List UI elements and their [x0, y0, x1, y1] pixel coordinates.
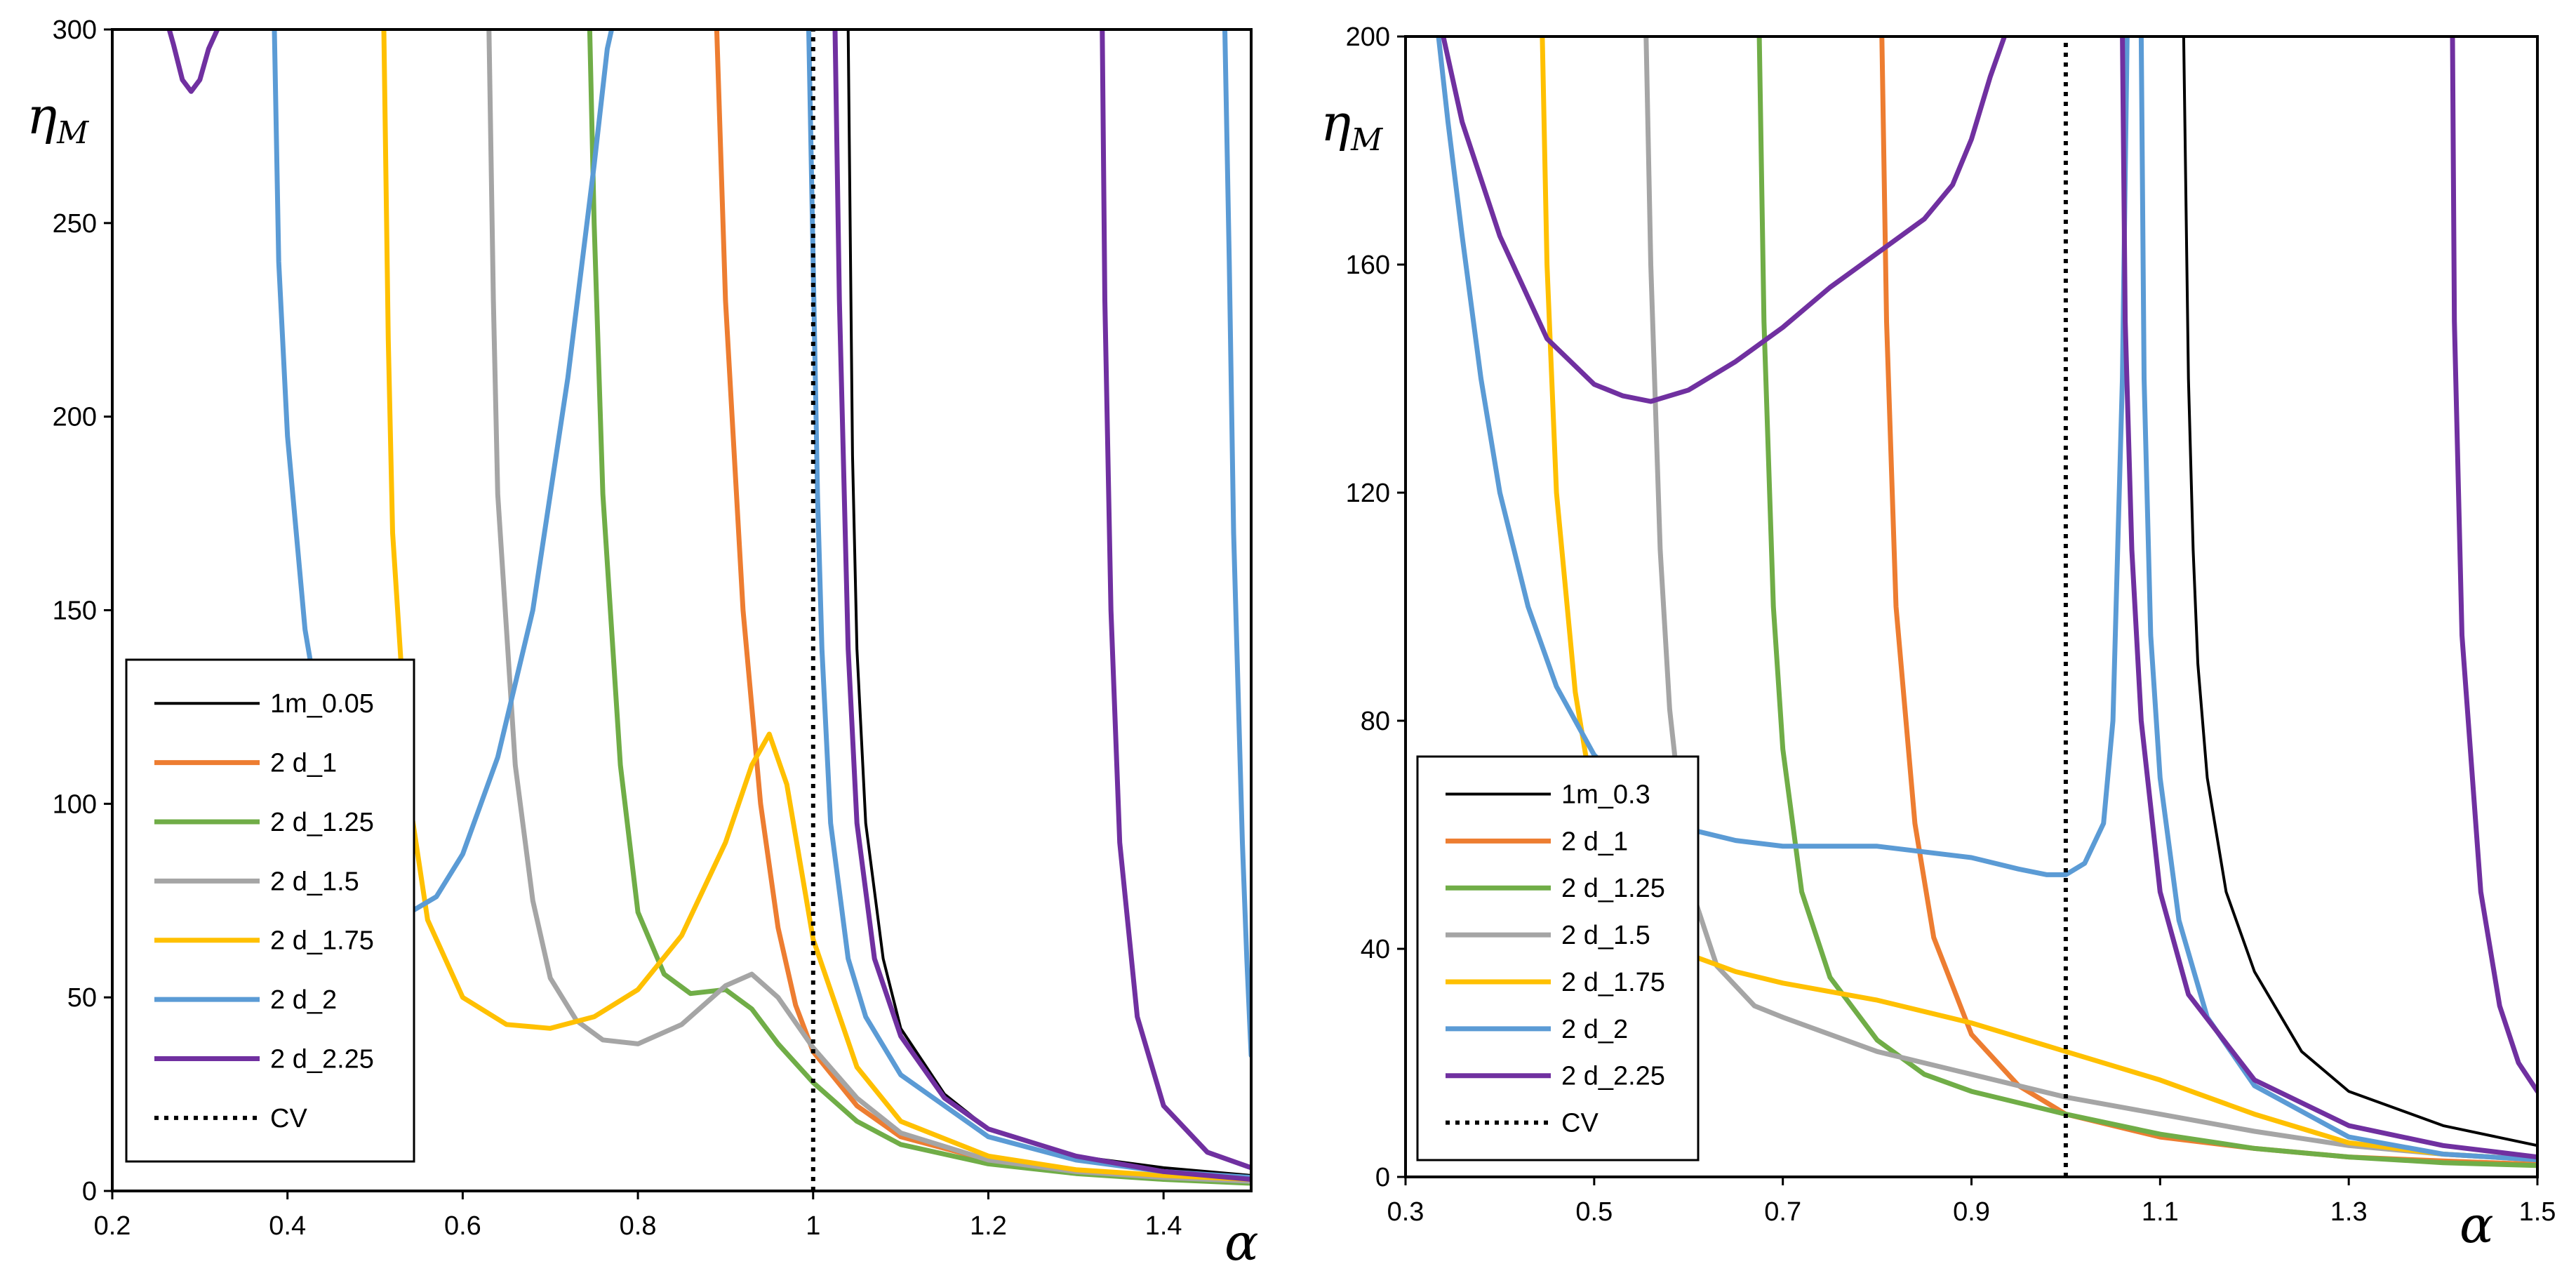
- legend-label: 2 d_1.25: [270, 808, 374, 837]
- x-tick-label: 1.1: [2142, 1197, 2179, 1227]
- x-tick-label: 1: [806, 1211, 820, 1241]
- series-line-1m-0-05: [846, 29, 1251, 1177]
- x-tick-label: 0.4: [269, 1211, 306, 1241]
- series-line-2-d-2-25-seg1: [832, 29, 1251, 1182]
- y-tick-label: 160: [1346, 251, 1390, 280]
- y-axis-label: ηM: [1321, 93, 1383, 158]
- series-line-2-d-1-5: [1643, 36, 2537, 1163]
- y-tick-label: 40: [1361, 935, 1390, 964]
- series-line-2-d-1-75: [1540, 36, 2537, 1163]
- chart-right: 0 40 80 120 160 200 0.3 0.5 0.7 0.9 1.1 1.3 1.5 ηM α 1m…: [1321, 22, 2556, 1254]
- chart-left: 0 50 100 150 200 250 300 0.2 0.4 0.6 0.8 1 1.2 1.4 ηM α…: [27, 15, 1259, 1272]
- legend-box: [125, 658, 415, 1163]
- legend-box: [1416, 755, 1700, 1161]
- legend-label: 2 d_1.5: [270, 867, 359, 896]
- x-tick-label: 1.4: [1145, 1211, 1182, 1241]
- x-tick-label: 1.3: [2330, 1197, 2368, 1227]
- x-tick-label: 0.2: [94, 1211, 131, 1241]
- x-tick-label: 1.2: [970, 1211, 1007, 1241]
- series-line-2-d-2-seg1: [806, 29, 1251, 1180]
- series-line-2-d-2-seg1: [2138, 36, 2537, 1163]
- y-tick-label: 100: [53, 790, 97, 819]
- x-axis-label: α: [1224, 1213, 1259, 1272]
- legend-label: 2 d_2.25: [270, 1044, 374, 1074]
- x-tick-label: 0.7: [1764, 1197, 1801, 1227]
- legend-label: 2 d_1: [270, 749, 337, 778]
- legend-label: 2 d_1.25: [1561, 874, 1665, 903]
- legend-label: 2 d_1.5: [1561, 921, 1650, 950]
- legend-label: CV: [270, 1104, 307, 1133]
- legend-label: 2 d_2: [1561, 1015, 1628, 1044]
- series-line-2-d-1-75: [381, 29, 1251, 1182]
- series-line-2-d-1-25: [587, 29, 1251, 1186]
- series-group: [166, 29, 1251, 1191]
- x-tick-label: 0.9: [1953, 1197, 1990, 1227]
- y-tick-label: 50: [67, 983, 97, 1013]
- y-tick-label: 250: [53, 209, 97, 239]
- y-tick-label: 0: [1375, 1163, 1390, 1192]
- legend-label: 2 d_1: [1561, 827, 1628, 856]
- y-tick-label: 120: [1346, 479, 1390, 508]
- legend-label: 2 d_1.75: [1561, 968, 1665, 997]
- series-line-2-d-2-25-seg1: [2120, 36, 2537, 1160]
- series-line-2-d-1: [1879, 36, 2537, 1167]
- y-axis-label: ηM: [27, 86, 89, 151]
- series-line-2-d-1-5: [486, 29, 1251, 1184]
- legend-label: 1m_0.3: [1561, 780, 1650, 809]
- series-line-2-d-2-seg0: [272, 29, 615, 915]
- y-tick-label: 80: [1361, 707, 1390, 736]
- y-tick-label: 200: [53, 403, 97, 432]
- y-tick-label: 200: [1346, 22, 1390, 52]
- x-tick-label: 0.5: [1575, 1197, 1613, 1227]
- y-tick-label: 0: [82, 1177, 97, 1206]
- series-line-2-d-2-seg0: [1436, 36, 2130, 877]
- legend-label: 2 d_2.25: [1561, 1062, 1665, 1091]
- x-tick-label: 0.8: [620, 1211, 657, 1241]
- series-group: [1436, 36, 2537, 1177]
- legend-label: 2 d_1.75: [270, 926, 374, 956]
- series-line-2-d-2-25-seg0: [166, 29, 220, 94]
- legend-label: CV: [1561, 1109, 1599, 1138]
- series-line-2-d-1-25: [1756, 36, 2537, 1169]
- series-line-1m-0-3: [2182, 36, 2537, 1147]
- series-line-2-d-2-seg2: [1222, 29, 1251, 1058]
- x-tick-label: 0.3: [1387, 1197, 1424, 1227]
- x-tick-label: 0.6: [444, 1211, 481, 1241]
- legend-label: 2 d_2: [270, 985, 337, 1015]
- x-axis-label: α: [2460, 1195, 2494, 1254]
- series-line-2-d-2-25-seg0: [1441, 36, 2007, 404]
- legend-label: 1m_0.05: [270, 689, 374, 719]
- y-tick-label: 300: [53, 15, 97, 45]
- series-line-2-d-1: [714, 29, 1251, 1184]
- series-line-2-d-2-25-seg2: [2450, 36, 2537, 1094]
- y-tick-label: 150: [53, 597, 97, 626]
- x-tick-label: 1.5: [2519, 1197, 2556, 1227]
- series-line-2-d-2-25-seg2: [1100, 29, 1251, 1171]
